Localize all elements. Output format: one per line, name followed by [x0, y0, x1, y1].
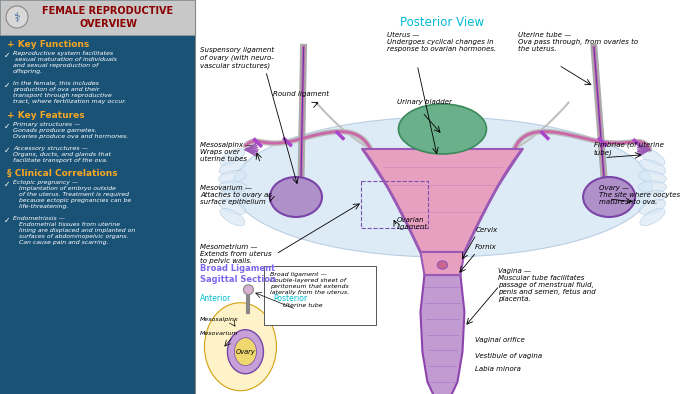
- FancyBboxPatch shape: [0, 0, 195, 35]
- Text: Reproductive system facilitates
 sexual maturation of individuals
and sexual rep: Reproductive system facilitates sexual m…: [13, 51, 117, 74]
- Text: ✓: ✓: [4, 180, 10, 189]
- Ellipse shape: [583, 177, 635, 217]
- Text: ✓: ✓: [4, 216, 10, 225]
- Text: Broad ligament —
Double-layered sheet of
peritoneum that extends
laterally from : Broad ligament — Double-layered sheet of…: [270, 272, 349, 295]
- Text: Anterior: Anterior: [200, 294, 231, 303]
- Text: Posterior View: Posterior View: [400, 16, 484, 29]
- Text: ✓: ✓: [4, 81, 10, 90]
- Text: Round ligament: Round ligament: [273, 91, 329, 97]
- Circle shape: [6, 6, 28, 28]
- Polygon shape: [363, 149, 522, 252]
- Polygon shape: [421, 252, 465, 275]
- Text: ⚕: ⚕: [13, 11, 20, 24]
- Ellipse shape: [438, 261, 447, 269]
- Text: Primary structures —
Gonads produce gametes.
Ovaries produce ova and hormones.: Primary structures — Gonads produce game…: [13, 123, 128, 139]
- FancyBboxPatch shape: [264, 266, 376, 325]
- Text: Vagina —
Muscular tube facilitates
passage of menstrual fluid,
penis and semen, : Vagina — Muscular tube facilitates passa…: [498, 268, 596, 302]
- Text: OVERVIEW: OVERVIEW: [79, 19, 137, 29]
- Text: Ovarian
ligament: Ovarian ligament: [397, 217, 428, 230]
- Text: Suspensory ligament
of ovary (with neuro-
vascular structures): Suspensory ligament of ovary (with neuro…: [200, 47, 274, 69]
- Text: § Clinical Correlations: § Clinical Correlations: [7, 169, 118, 178]
- Text: Mesovarium —
Attaches to ovary as
surface epithelium: Mesovarium — Attaches to ovary as surfac…: [200, 185, 272, 205]
- Ellipse shape: [638, 171, 666, 183]
- Ellipse shape: [219, 160, 246, 175]
- FancyBboxPatch shape: [0, 0, 195, 394]
- Ellipse shape: [398, 104, 486, 154]
- Text: FEMALE REPRODUCTIVE: FEMALE REPRODUCTIVE: [43, 6, 174, 16]
- Text: Fimbriae (of uterine
tube): Fimbriae (of uterine tube): [594, 142, 664, 156]
- Ellipse shape: [232, 117, 652, 257]
- Text: + Key Features: + Key Features: [7, 112, 85, 121]
- Ellipse shape: [639, 160, 666, 175]
- Ellipse shape: [228, 330, 263, 374]
- Text: Accessory structures —
Organs, ducts, and glands that
facilitate transport of th: Accessory structures — Organs, ducts, an…: [13, 146, 111, 163]
- Text: Mesosalpinx: Mesosalpinx: [200, 317, 239, 322]
- Ellipse shape: [638, 191, 666, 203]
- Ellipse shape: [639, 200, 666, 214]
- Text: Ectopic pregnancy —
   Implantation of embryo outside
   of the uterus. Treatmen: Ectopic pregnancy — Implantation of embr…: [13, 180, 131, 209]
- Ellipse shape: [638, 181, 666, 193]
- Polygon shape: [421, 275, 465, 394]
- Text: Fornix: Fornix: [475, 244, 497, 250]
- Ellipse shape: [640, 208, 665, 226]
- Ellipse shape: [234, 338, 256, 366]
- Text: Broad Ligament
Sagittal Section: Broad Ligament Sagittal Section: [200, 264, 276, 284]
- Text: Endometriosis —
   Endometrial tissues from uterine
   lining are displaced and : Endometriosis — Endometrial tissues from…: [13, 216, 135, 245]
- Text: Uterine tube —
Ova pass through, from ovaries to
the uterus.: Uterine tube — Ova pass through, from ov…: [518, 32, 638, 52]
- Text: ✓: ✓: [4, 123, 10, 132]
- Circle shape: [244, 285, 253, 295]
- Text: Urinary bladder: Urinary bladder: [397, 98, 452, 104]
- Text: Uterine tube: Uterine tube: [284, 303, 323, 309]
- Text: Vestibule of vagina: Vestibule of vagina: [475, 353, 542, 359]
- Ellipse shape: [270, 177, 322, 217]
- Ellipse shape: [220, 148, 245, 166]
- Ellipse shape: [218, 191, 246, 203]
- Text: Uterus —
Undergoes cyclical changes in
response to ovarian hormones.: Uterus — Undergoes cyclical changes in r…: [387, 32, 496, 52]
- Text: Vaginal orifice: Vaginal orifice: [475, 337, 525, 343]
- Text: ✓: ✓: [4, 146, 10, 155]
- Text: ✓: ✓: [4, 51, 10, 60]
- Text: Ovary: Ovary: [236, 349, 256, 355]
- Text: Labia minora: Labia minora: [475, 366, 522, 372]
- Text: Mesometrium —
Extends from uterus
to pelvic walls.: Mesometrium — Extends from uterus to pel…: [200, 244, 272, 264]
- Text: Ovary —
The site where oocytes
mature into ova.: Ovary — The site where oocytes mature in…: [599, 185, 680, 205]
- Ellipse shape: [218, 171, 246, 183]
- Text: Mesovarium: Mesovarium: [200, 331, 239, 336]
- Text: Posterior: Posterior: [273, 294, 307, 303]
- Ellipse shape: [218, 181, 246, 193]
- Ellipse shape: [204, 303, 276, 391]
- Ellipse shape: [220, 208, 245, 226]
- Text: Cervix: Cervix: [475, 227, 498, 232]
- Text: In the female, this includes
production of ova and their
transport through repro: In the female, this includes production …: [13, 81, 126, 104]
- Ellipse shape: [640, 148, 665, 166]
- Text: + Key Functions: + Key Functions: [7, 40, 90, 49]
- Ellipse shape: [219, 200, 246, 214]
- Text: Mesosalpinx —
Wraps over
uterine tubes: Mesosalpinx — Wraps over uterine tubes: [200, 142, 253, 162]
